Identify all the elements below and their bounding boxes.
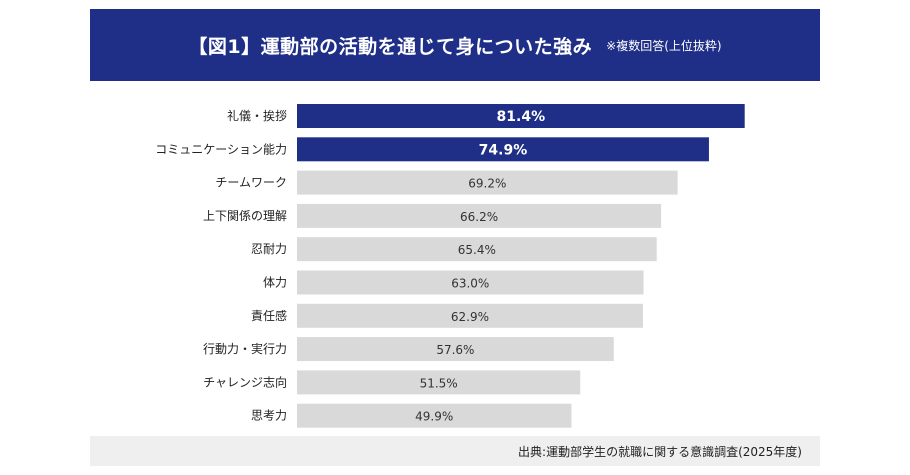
chart-header: 【図1】運動部の活動を通じて身についた強み ※複数回答(上位抜粋)	[90, 9, 820, 81]
value-label: 62.9%	[451, 310, 489, 324]
bar	[297, 270, 644, 295]
category-label: 上下関係の理解	[203, 209, 287, 223]
value-label: 63.0%	[451, 277, 489, 291]
source-footer: 出典:運動部学生の就職に関する意識調査(2025年度)	[90, 436, 820, 466]
category-label: コミュニケーション能力	[155, 142, 287, 156]
bar	[297, 104, 745, 128]
value-label: 49.9%	[415, 410, 453, 424]
bar	[297, 403, 572, 428]
category-label: 忍耐力	[251, 242, 287, 256]
bar	[297, 370, 581, 395]
chart-title: 【図1】運動部の活動を通じて身についた強み	[188, 35, 593, 58]
chart-note: ※複数回答(上位抜粋)	[606, 38, 722, 53]
value-label: 57.6%	[436, 343, 474, 357]
value-label: 81.4%	[497, 109, 546, 125]
category-label: 思考力	[251, 409, 287, 423]
category-label: チャレンジ志向	[203, 374, 287, 389]
category-label: 責任感	[251, 308, 287, 323]
category-label: 礼儀・挨拶	[227, 108, 287, 123]
bar	[297, 337, 614, 362]
category-label: チームワーク	[215, 176, 287, 190]
value-label: 74.9%	[479, 142, 528, 158]
category-label: 体力	[263, 276, 287, 290]
value-label: 65.4%	[458, 243, 496, 257]
bar	[297, 137, 709, 162]
category-label: 行動力・実行力	[203, 341, 287, 356]
bar	[297, 203, 662, 228]
value-label: 51.5%	[420, 376, 458, 390]
bar	[297, 303, 643, 328]
value-label: 66.2%	[460, 210, 498, 224]
value-label: 69.2%	[468, 177, 506, 191]
bar	[297, 170, 678, 195]
source-text: 出典:運動部学生の就職に関する意識調査(2025年度)	[518, 444, 802, 459]
bar	[297, 237, 657, 262]
